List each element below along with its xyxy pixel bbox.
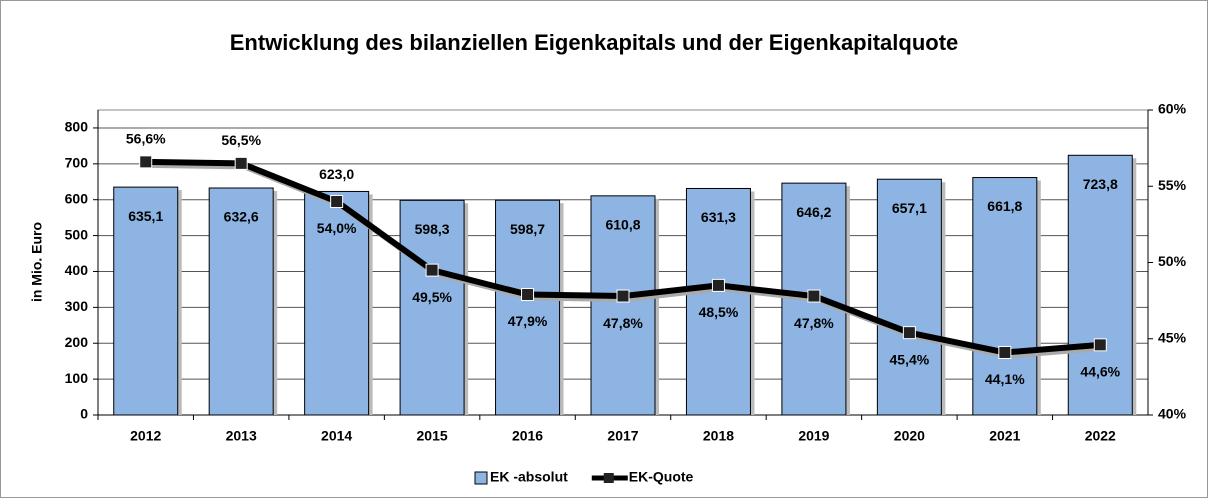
bar — [1067, 154, 1133, 416]
marker — [234, 156, 248, 170]
bar — [972, 177, 1038, 416]
bar-label: 598,7 — [510, 221, 545, 237]
x-tick-label: 2013 — [226, 428, 257, 444]
bar-label: 632,6 — [224, 209, 259, 225]
x-tick-label: 2015 — [417, 428, 448, 444]
bar — [495, 199, 561, 416]
marker — [998, 345, 1012, 359]
y2-tick-label: 60% — [1158, 101, 1187, 117]
y-tick-label: 200 — [65, 334, 89, 350]
bar-label: 631,3 — [701, 209, 736, 225]
line-label: 47,8% — [603, 315, 643, 331]
x-tick-label: 2022 — [1085, 428, 1116, 444]
line-label: 47,9% — [508, 313, 548, 329]
y-tick-label: 600 — [65, 190, 89, 206]
bar-label: 661,8 — [987, 198, 1022, 214]
marker — [711, 278, 725, 292]
bar — [590, 195, 656, 416]
y2-tick-label: 40% — [1158, 406, 1187, 422]
line-label: 45,4% — [890, 351, 930, 367]
bar — [304, 190, 370, 416]
bar — [876, 178, 942, 416]
x-tick-label: 2019 — [798, 428, 829, 444]
x-tick-label: 2014 — [321, 428, 352, 444]
x-tick-label: 2021 — [989, 428, 1020, 444]
bar-label: 623,0 — [319, 166, 354, 182]
y2-tick-label: 45% — [1158, 329, 1187, 345]
bar — [113, 186, 179, 416]
x-tick-label: 2016 — [512, 428, 543, 444]
marker — [902, 326, 916, 340]
x-tick-label: 2020 — [894, 428, 925, 444]
line-label: 44,6% — [1080, 364, 1120, 380]
line-label: 56,5% — [221, 132, 261, 148]
marker — [1093, 338, 1107, 352]
y-tick-label: 800 — [65, 119, 89, 135]
marker — [330, 195, 344, 208]
chart-title: Entwicklung des bilanziellen Eigenkapita… — [230, 30, 959, 55]
marker — [616, 289, 630, 303]
legend-swatch — [474, 471, 488, 485]
x-tick-label: 2017 — [607, 428, 638, 444]
bar — [685, 187, 751, 416]
legend-label: EK -absolut — [490, 469, 568, 485]
bar-label: 610,8 — [605, 217, 640, 233]
y2-tick-label: 50% — [1158, 253, 1187, 269]
bar-label: 646,2 — [796, 204, 831, 220]
y-tick-label: 0 — [80, 406, 88, 422]
y-tick-label: 700 — [65, 155, 89, 171]
bar — [399, 199, 465, 416]
marker — [521, 288, 535, 302]
line-label: 48,5% — [699, 304, 739, 320]
marker — [807, 289, 821, 303]
y-tick-label: 500 — [65, 226, 89, 242]
legend-label: EK-Quote — [629, 469, 694, 485]
line-label: 47,8% — [794, 315, 834, 331]
legend-marker — [603, 473, 614, 483]
line-label: 54,0% — [317, 220, 357, 236]
marker — [425, 263, 439, 277]
y-tick-label: 400 — [65, 262, 89, 278]
marker — [139, 155, 153, 169]
x-tick-label: 2012 — [130, 428, 161, 444]
bar-label: 635,1 — [128, 208, 163, 224]
line-label: 49,5% — [412, 289, 452, 305]
bar-label: 723,8 — [1083, 176, 1118, 192]
bar-label: 598,3 — [415, 221, 450, 237]
y-tick-label: 100 — [65, 370, 89, 386]
y-axis-label: in Mio. Euro — [29, 222, 45, 302]
bar — [208, 187, 274, 416]
y2-tick-label: 55% — [1158, 177, 1187, 193]
line-label: 44,1% — [985, 371, 1025, 387]
x-tick-label: 2018 — [703, 428, 734, 444]
y-tick-label: 300 — [65, 298, 89, 314]
bar-label: 657,1 — [892, 200, 927, 216]
line-label: 56,6% — [126, 131, 166, 147]
